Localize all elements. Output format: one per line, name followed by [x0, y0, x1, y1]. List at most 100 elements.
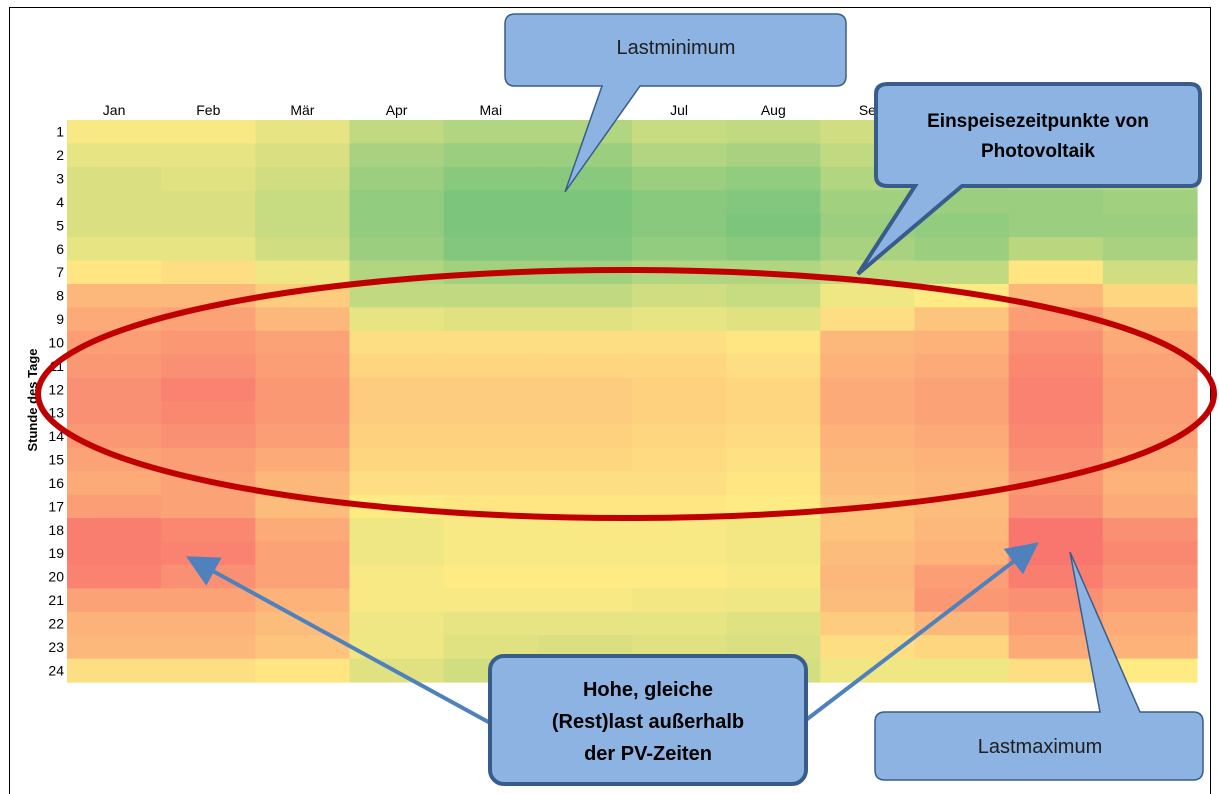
heatmap-cell	[349, 283, 445, 308]
arrow-left	[185, 556, 493, 726]
heatmap-cell	[349, 166, 445, 191]
hour-tick-label: 9	[56, 311, 64, 327]
heatmap-cell	[632, 307, 727, 332]
heatmap-cell	[349, 120, 445, 145]
heatmap-cell	[1102, 260, 1198, 285]
heatmap-cell	[537, 611, 633, 636]
heatmap-cell	[820, 471, 916, 496]
heatmap-cell	[443, 143, 539, 168]
heatmap-cell	[349, 564, 445, 589]
heatmap-cell	[1008, 260, 1104, 285]
heatmap-cell	[255, 307, 351, 332]
heatmap-cell	[726, 283, 821, 308]
heatmap-cell	[349, 213, 445, 238]
heatmap-cell	[914, 213, 1010, 238]
heatmap-cell	[255, 190, 351, 215]
heatmap-cell	[537, 564, 633, 589]
heatmap-cell	[632, 120, 727, 145]
month-tick-label: Apr	[386, 102, 408, 118]
heatmap-cell	[820, 424, 916, 449]
heatmap-cell	[632, 611, 727, 636]
heatmap-cell	[632, 143, 727, 168]
month-tick-label: Aug	[761, 102, 786, 118]
heatmap-cell	[914, 330, 1010, 355]
heatmap-cell	[443, 283, 539, 308]
heatmap-cell	[161, 377, 256, 402]
heatmap-cell	[67, 588, 162, 613]
hour-tick-label: 24	[48, 662, 64, 678]
hour-tick-label: 18	[48, 522, 64, 538]
heatmap-cell	[1102, 635, 1198, 660]
heatmap-cell	[255, 120, 351, 145]
callout-hohe-restlast: Hohe, gleiche (Rest)last außerhalb der P…	[488, 654, 808, 786]
heatmap-cell	[726, 541, 821, 566]
heatmap-cell	[820, 330, 916, 355]
heatmap-cell	[443, 611, 539, 636]
heatmap-cell	[161, 330, 256, 355]
hour-tick-label: 6	[56, 241, 64, 257]
heatmap-cell	[914, 518, 1010, 543]
heatmap-cell	[67, 190, 162, 215]
heatmap-cell	[726, 120, 821, 145]
heatmap-cell	[914, 424, 1010, 449]
heatmap-cell	[726, 237, 821, 262]
heatmap-cell	[1102, 190, 1198, 215]
heatmap-cell	[1008, 401, 1104, 426]
heatmap-cell	[537, 213, 633, 238]
heatmap-cell	[1102, 283, 1198, 308]
heatmap-cell	[349, 541, 445, 566]
heatmap-cell	[255, 611, 351, 636]
heatmap-cell	[726, 377, 821, 402]
hour-tick-label: 15	[48, 452, 64, 468]
heatmap-cell	[161, 190, 256, 215]
heatmap-cell	[1008, 330, 1104, 355]
heatmap-cell	[820, 564, 916, 589]
heatmap-cell	[349, 307, 445, 332]
heatmap-cell	[255, 564, 351, 589]
heatmap-cell	[161, 213, 256, 238]
hour-tick-label: 5	[56, 217, 64, 233]
heatmap-cell	[820, 401, 916, 426]
month-tick-label: Mai	[480, 102, 503, 118]
heatmap-cell	[255, 424, 351, 449]
heatmap-cell	[914, 447, 1010, 472]
heatmap-cell	[537, 190, 633, 215]
heatmap-cell	[914, 260, 1010, 285]
callout-einspeise: Einspeisezeitpunkte von Photovoltaik	[856, 82, 1202, 276]
heatmap-cell	[1102, 377, 1198, 402]
heatmap-cell	[67, 283, 162, 308]
heatmap-cell	[1102, 213, 1198, 238]
hour-tick-label: 2	[56, 147, 64, 163]
heatmap-cell	[537, 166, 633, 191]
heatmap-cell	[914, 237, 1010, 262]
heatmap-cell	[255, 143, 351, 168]
heatmap-cell	[349, 611, 445, 636]
heatmap-cell	[161, 494, 256, 519]
hour-tick-label: 16	[48, 475, 64, 491]
month-tick-label: Mär	[290, 102, 314, 118]
hour-tick-label: 7	[56, 264, 64, 280]
heatmap-cell	[443, 166, 539, 191]
callout-lastminimum-text: Lastminimum	[617, 37, 736, 59]
heatmap-cell	[632, 213, 727, 238]
heatmap-cell	[1102, 237, 1198, 262]
heatmap-cell	[914, 541, 1010, 566]
heatmap-cell	[820, 518, 916, 543]
heatmap-cell	[632, 541, 727, 566]
heatmap-cell	[255, 588, 351, 613]
callout-hohe-line2: (Rest)last außerhalb	[552, 711, 744, 733]
heatmap-cell	[726, 401, 821, 426]
heatmap-cell	[537, 518, 633, 543]
callout-hohe-line1: Hohe, gleiche	[583, 679, 713, 701]
heatmap-cell	[914, 635, 1010, 660]
heatmap-cell	[161, 424, 256, 449]
heatmap-cell	[632, 447, 727, 472]
month-axis: Jan Feb Mär Apr Mai Jul Aug Se	[103, 102, 876, 118]
heatmap-cell	[443, 424, 539, 449]
heatmap-cell	[443, 518, 539, 543]
heatmap-cell	[537, 307, 633, 332]
heatmap-cell	[443, 447, 539, 472]
callout-einspeise-line1: Einspeisezeitpunkte von	[927, 111, 1149, 132]
hour-tick-label: 1	[56, 124, 64, 140]
